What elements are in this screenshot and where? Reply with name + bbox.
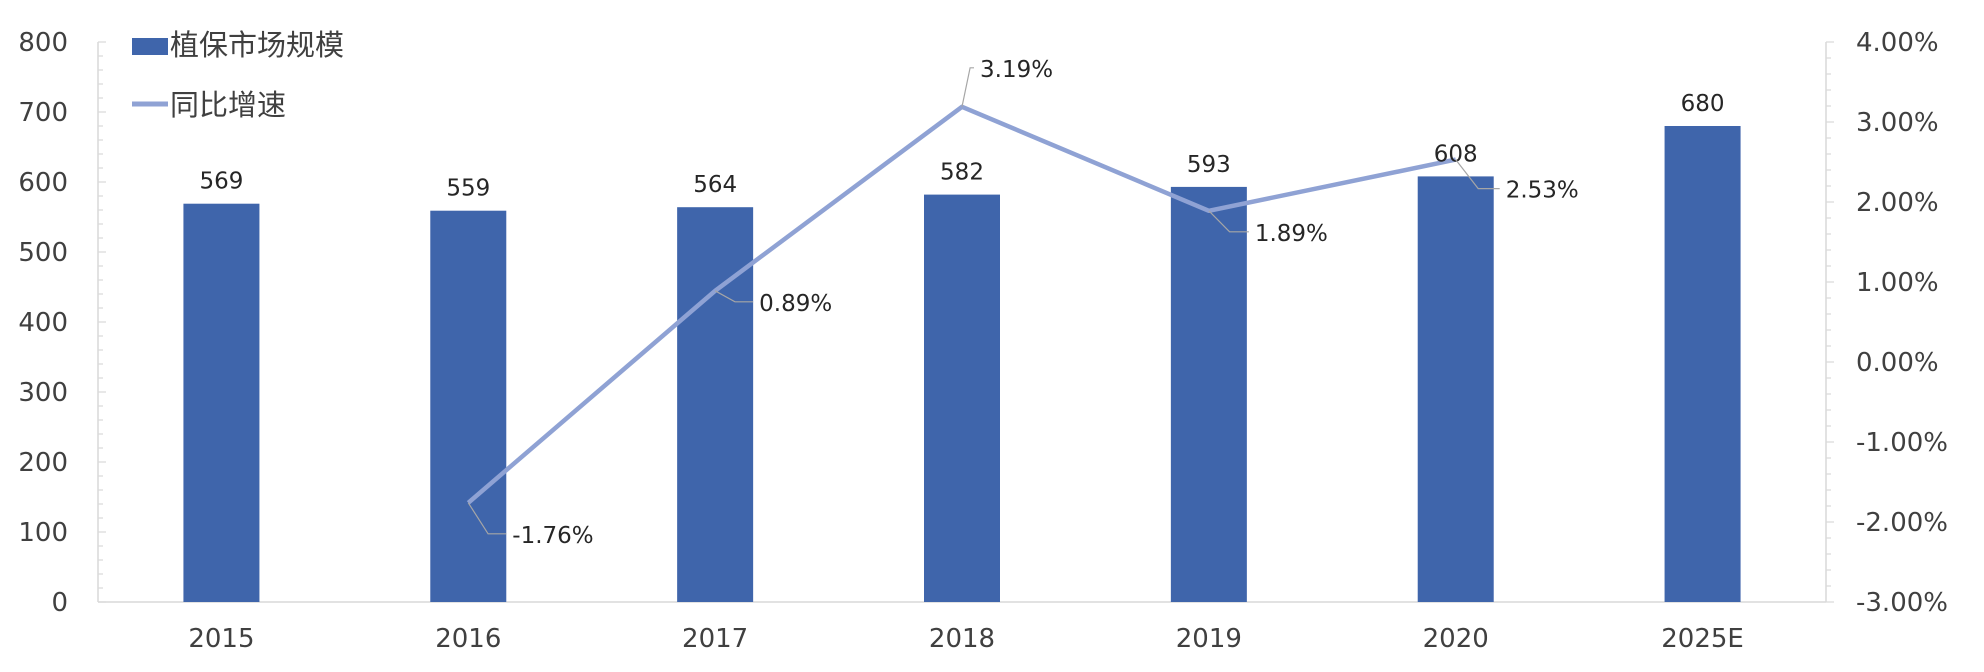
x-tick-label: 2025E	[1661, 624, 1744, 654]
x-tick-label: 2019	[1176, 624, 1242, 654]
leader-line	[1208, 210, 1249, 233]
right-tick-label: 4.00%	[1856, 28, 1939, 58]
bar-value-label: 608	[1434, 141, 1478, 167]
line-value-label: 2.53%	[1506, 178, 1579, 204]
left-tick-label: 0	[51, 588, 68, 618]
leader-line	[961, 67, 974, 107]
axes-layer: 0 100 200 300 400 500 600 700 800 -3.00% -2.00% -1.…	[18, 28, 1948, 654]
bar	[430, 210, 507, 602]
bar-value-label: 564	[693, 172, 737, 198]
left-tick-label: 400	[18, 308, 68, 338]
bars-layer	[183, 126, 1741, 602]
right-tick-label: 1.00%	[1856, 268, 1939, 298]
legend-line-label: 同比增速	[170, 88, 286, 122]
bar-value-label: 582	[940, 160, 984, 186]
right-tick-label: -2.00%	[1856, 508, 1948, 538]
left-tick-label: 500	[18, 238, 68, 268]
line-value-label: -1.76%	[512, 523, 593, 549]
bar-value-label: 569	[199, 169, 243, 195]
x-tick-label: 2020	[1423, 624, 1489, 654]
legend-bar-swatch	[132, 38, 168, 55]
left-tick-label: 100	[18, 518, 68, 548]
bar	[677, 207, 754, 602]
x-tick-label: 2018	[929, 624, 995, 654]
right-tick-label: 2.00%	[1856, 188, 1939, 218]
bar	[183, 203, 260, 602]
line-value-label: 0.89%	[759, 291, 832, 317]
x-tick-label: 2016	[435, 624, 501, 654]
bar	[1417, 176, 1494, 602]
right-tick-label: 3.00%	[1856, 108, 1939, 138]
left-tick-label: 600	[18, 168, 68, 198]
bar	[1170, 186, 1247, 602]
bar-value-label: 680	[1681, 91, 1725, 117]
leader-line	[1455, 159, 1500, 190]
bar	[924, 194, 1000, 602]
line-value-label: 3.19%	[980, 57, 1053, 83]
leader-line	[714, 290, 754, 303]
data-labels-layer: 569 559 564 582 593 608 680 -1.76% 0.89% 3.19% 1.8…	[199, 57, 1724, 549]
line-value-label: 1.89%	[1255, 221, 1328, 247]
bar	[1664, 126, 1741, 602]
left-tick-label: 200	[18, 448, 68, 478]
x-tick-label: 2015	[188, 624, 254, 654]
left-tick-label: 300	[18, 378, 68, 408]
legend: 植保市场规模 同比增速	[132, 28, 344, 122]
bar-value-label: 559	[446, 176, 490, 202]
left-tick-label: 700	[18, 98, 68, 128]
left-tick-label: 800	[18, 28, 68, 58]
right-tick-label: -1.00%	[1856, 428, 1948, 458]
legend-bar-label: 植保市场规模	[170, 28, 344, 62]
x-tick-label: 2017	[682, 624, 748, 654]
bar-value-label: 593	[1187, 152, 1231, 178]
right-tick-label: 0.00%	[1856, 348, 1939, 378]
right-tick-label: -3.00%	[1856, 588, 1948, 618]
leader-line	[467, 502, 507, 535]
